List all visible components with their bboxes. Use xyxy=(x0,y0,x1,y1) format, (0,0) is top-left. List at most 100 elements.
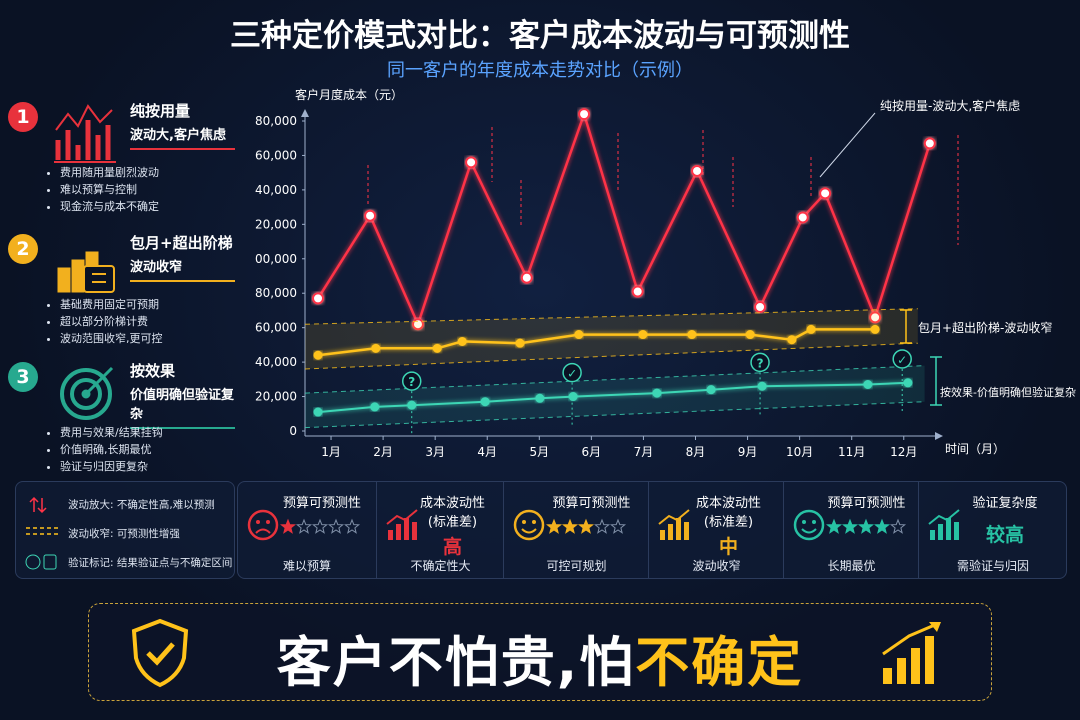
model-icon xyxy=(57,251,115,293)
data-point xyxy=(706,385,716,395)
y-tick-label: 120,000 xyxy=(255,217,297,231)
legend-item: 验证标记: 结果验证点与不确定区间 xyxy=(68,557,233,569)
verify-marker xyxy=(892,349,912,369)
model-title: 包月+超出阶梯 xyxy=(130,234,233,252)
rating-icon xyxy=(928,509,960,540)
data-point xyxy=(371,343,381,353)
bullet: 基础费用固定可预期 xyxy=(60,296,163,313)
rating-icon xyxy=(386,509,418,540)
y-tick-label: 40,000 xyxy=(255,355,297,369)
data-point xyxy=(863,380,873,389)
y-tick-label: 0 xyxy=(289,424,297,438)
rating-caption: 需验证与归因 xyxy=(956,559,1029,573)
legend-icons xyxy=(25,496,58,570)
data-point xyxy=(364,209,377,222)
rating-subtitle: (标准差) xyxy=(427,515,478,530)
data-point xyxy=(691,164,704,177)
fluctuation-arrows xyxy=(367,127,959,245)
x-tick-label: 8月 xyxy=(686,445,706,459)
rating-title-text: 预算可预测性 xyxy=(552,496,631,511)
bullet: 难以预算与控制 xyxy=(60,181,159,198)
series-label: 包月+超出阶梯-波动收窄 xyxy=(918,320,1052,335)
data-point xyxy=(787,335,797,345)
rating-caption: 难以预算 xyxy=(282,559,331,573)
star xyxy=(593,518,611,534)
stars xyxy=(280,518,361,534)
model-title: 纯按用量 xyxy=(130,102,191,120)
x-tick-label: 2月 xyxy=(373,445,393,459)
series-label: 纯按用量-波动大,客户焦虑 xyxy=(880,98,1020,113)
verify-symbol: ✓ xyxy=(567,367,577,381)
data-point xyxy=(313,407,323,417)
ratings-box: 预算可预测性 难以预算 成本波动性 (标准差) 高不确定性大 预算可预测性 可控可规划 成本波… xyxy=(237,481,1067,579)
data-point xyxy=(806,324,816,334)
model-subtitle: 价值明确但验证复杂 xyxy=(130,384,235,429)
x-axis-label: 时间（月） xyxy=(945,442,1005,456)
model-number: 1 xyxy=(8,102,38,132)
model-subtitle: 波动大,客户焦虑 xyxy=(130,124,235,150)
data-point xyxy=(515,338,525,348)
subtitle: 同一客户的年度成本走势对比（示例） xyxy=(387,60,693,81)
bullet: 波动范围收窄,更可控 xyxy=(60,330,163,347)
rating-icon xyxy=(247,509,279,541)
bullet: 验证与归因更复杂 xyxy=(60,458,163,475)
y-tick-label: 140,000 xyxy=(255,183,297,197)
rating-cell: 成本波动性 (标准差) 中波动收窄 xyxy=(648,482,784,578)
model-bullets: 费用随用量剧烈波动难以预算与控制现金流与成本不确定 xyxy=(48,164,159,215)
rating-caption: 可控可规划 xyxy=(546,559,607,573)
star xyxy=(343,518,361,534)
slogan-text: 客户不怕贵,怕 xyxy=(276,631,636,694)
verify-marker xyxy=(401,371,422,391)
data-point xyxy=(754,301,767,313)
data-point xyxy=(578,108,591,121)
rating-title: 验证复杂度 xyxy=(919,492,1067,511)
slogan-highlight: 不确定 xyxy=(635,631,804,694)
rating-title: 预算可预测性 xyxy=(238,492,376,511)
legend-box: 波动放大: 不确定性高,难以预测 波动收窄: 可预测性增强 验证标记: 结果验证点与… xyxy=(15,481,235,579)
series-line xyxy=(316,110,931,328)
stars xyxy=(546,518,627,534)
verify-marker xyxy=(562,362,582,383)
data-point xyxy=(903,378,913,388)
data-point xyxy=(923,137,936,150)
data-point xyxy=(638,330,648,340)
star xyxy=(826,518,843,534)
rating-icon xyxy=(793,509,825,541)
star xyxy=(295,518,313,534)
x-tick-label: 1月 xyxy=(321,445,341,459)
leader-line xyxy=(819,112,876,178)
x-tick-label: 3月 xyxy=(425,445,445,459)
rating-title-text: 验证复杂度 xyxy=(972,496,1038,511)
rating-cell: 预算可预测性 难以预算 xyxy=(238,482,376,578)
rating-title-text: 预算可预测性 xyxy=(282,496,361,511)
growth-icon xyxy=(882,622,941,684)
rating-title: 预算可预测性 xyxy=(504,492,649,511)
model-bullets: 费用与效果/结果挂钩价值明确,长期最优验证与归因更复杂 xyxy=(48,424,163,475)
rating-icon xyxy=(658,509,690,540)
rating-cell: 验证复杂度 较高 需验证与归因 xyxy=(918,482,1067,578)
data-point xyxy=(819,187,832,200)
model-icon xyxy=(60,366,114,420)
data-point xyxy=(520,271,533,284)
y-tick-label: 160,000 xyxy=(255,148,297,162)
bullet: 价值明确,长期最优 xyxy=(60,441,163,458)
data-point xyxy=(432,343,442,353)
bracket xyxy=(930,356,942,406)
x-tick-label: 10月 xyxy=(786,445,813,459)
x-tick-label: 12月 xyxy=(890,445,917,459)
verify-symbol: ✓ xyxy=(897,353,907,367)
model-icon xyxy=(54,104,116,163)
star xyxy=(546,518,563,534)
slogan: 客户不怕贵,怕不确定 xyxy=(89,618,991,697)
rating-subtitle: (标准差) xyxy=(703,515,754,530)
series-label: 按效果-价值明确但验证复杂 xyxy=(940,385,1076,399)
data-point xyxy=(535,393,545,403)
star xyxy=(577,518,595,534)
star xyxy=(857,518,875,534)
rating-title: 成本波动性 (标准差) xyxy=(377,492,504,530)
x-tick-label: 6月 xyxy=(582,445,602,459)
shield-icon xyxy=(131,618,189,688)
data-point xyxy=(574,330,584,340)
band-edge xyxy=(304,308,918,325)
star xyxy=(327,518,345,534)
